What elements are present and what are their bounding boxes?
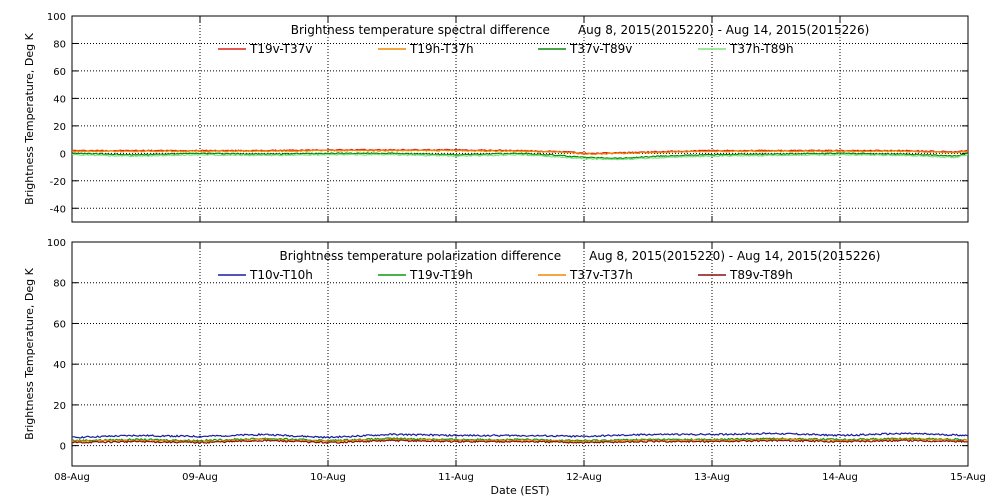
panel2-legend-label: T89v-T89h [729, 268, 793, 282]
panel1-y-tick-label: 60 [53, 67, 66, 78]
panel2-y-tick-label: 20 [53, 401, 66, 412]
panel2-legend-label: T10v-T10h [249, 268, 313, 282]
panel2-x-tick-label: 08-Aug [54, 472, 90, 483]
panel1-legend-label: T19h-T37h [409, 42, 474, 56]
panel2-plot-frame [71, 241, 969, 467]
panel2-x-tick-label: 13-Aug [694, 472, 730, 483]
panel1-subtitle: Aug 8, 2015(2015220) - Aug 14, 2015(2015… [578, 23, 869, 37]
panel2-y-tick-label: 40 [53, 360, 66, 371]
panel1-plot-frame [71, 15, 969, 223]
panel2-x-tick-label: 10-Aug [310, 472, 346, 483]
panel2-x-tick-label: 12-Aug [566, 472, 602, 483]
panel1-title-text: Brightness temperature spectral differen… [291, 23, 550, 37]
panel1-y-tick-label: 40 [53, 94, 66, 105]
panel2-y-tick-label: 100 [47, 238, 66, 249]
panel2-y-axis-label: Brightness Temperature, Deg K [23, 267, 36, 439]
panel2-y-tick-label: 80 [53, 279, 66, 290]
panel1-title: Brightness temperature spectral differen… [291, 23, 870, 37]
panel2-x-tick-label: 15-Aug [950, 472, 986, 483]
panel1-y-tick-label: -40 [50, 204, 66, 215]
panel1-legend-label: T37h-T89h [729, 42, 794, 56]
panel1-y-axis-label: Brightness Temperature, Deg K [23, 32, 36, 204]
panel2-series-line [72, 432, 969, 439]
panel1-series-line [71, 149, 969, 156]
panel1-y-tick-label: -20 [50, 177, 66, 188]
panel2-legend-label: T19v-T19h [409, 268, 473, 282]
panel2-x-tick-label: 09-Aug [182, 472, 218, 483]
panel2-title: Brightness temperature polarization diff… [280, 249, 881, 263]
panel2-y-tick-label: 0 [60, 442, 66, 453]
panel1-y-tick-label: 100 [47, 12, 66, 23]
panel1-y-tick-label: 80 [53, 39, 66, 50]
panel1-y-tick-label: 20 [53, 122, 66, 133]
panel2-x-tick-label: 14-Aug [822, 472, 858, 483]
panel1-legend-label: T19v-T37v [249, 42, 312, 56]
panel1-series-line [71, 152, 969, 160]
panel2-x-tick-label: 11-Aug [438, 472, 474, 483]
panel2-series-line [72, 439, 969, 444]
panel1-legend-label: T37v-T89v [569, 42, 632, 56]
panel2-title-text: Brightness temperature polarization diff… [280, 249, 562, 263]
panel2-y-tick-label: 60 [53, 319, 66, 330]
panel1-series-line [71, 153, 969, 161]
panel2-legend-label: T37v-T37h [569, 268, 633, 282]
x-axis-label: Date (EST) [490, 484, 549, 497]
panel1-y-tick-label: 0 [60, 149, 66, 160]
panel2-subtitle: Aug 8, 2015(2015220) - Aug 14, 2015(2015… [589, 249, 880, 263]
